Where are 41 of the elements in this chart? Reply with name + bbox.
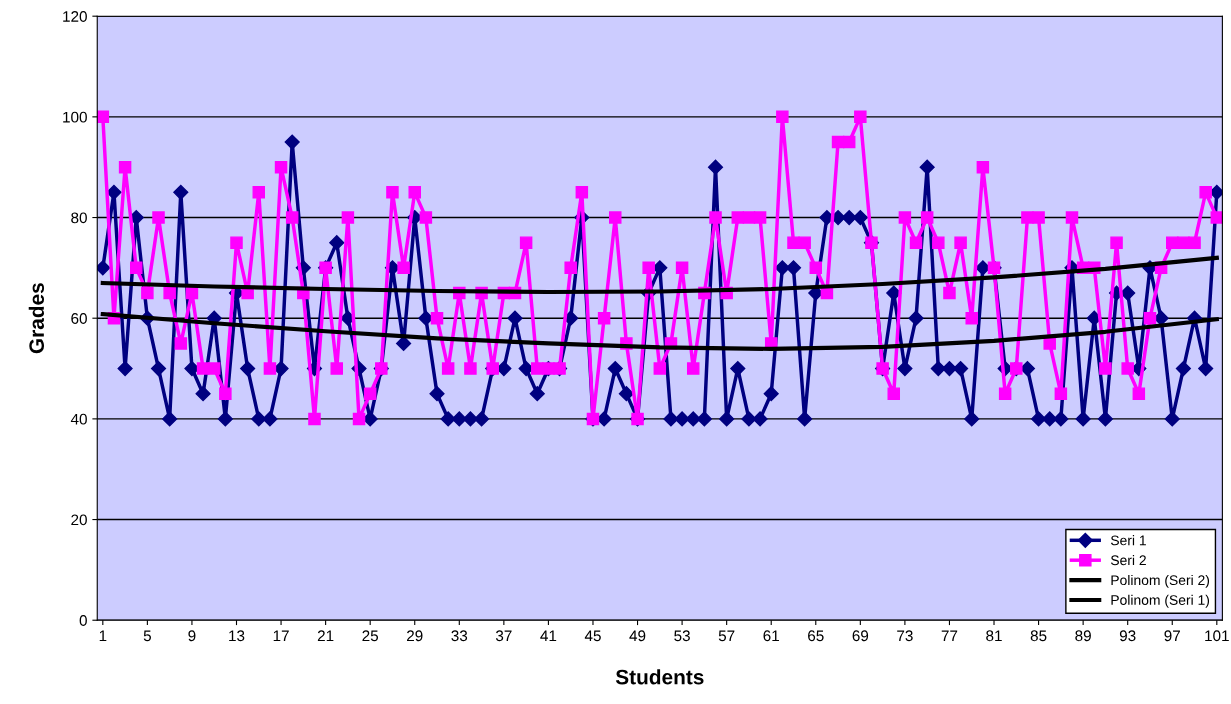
x-tick-label: 81: [986, 630, 1002, 642]
x-tick-label: 89: [1075, 630, 1091, 642]
x-tick-label: 9: [188, 630, 196, 642]
x-tick-label: 37: [495, 630, 512, 642]
legend-label: Polinom (Seri 1): [1111, 594, 1210, 608]
x-tick-label: 49: [629, 630, 646, 642]
x-tick-label: 97: [1164, 630, 1180, 642]
x-tick-label: 21: [317, 630, 334, 642]
x-tick-label: 17: [273, 630, 289, 642]
x-tick-label: 45: [584, 630, 601, 642]
legend-label: Polinom (Seri 2): [1111, 574, 1210, 588]
line-series: [100, 255, 1219, 295]
x-tick-label: 73: [897, 630, 913, 642]
x-tick-label: 53: [674, 630, 690, 642]
y-tick-label: 120: [63, 11, 87, 22]
x-tick-label: 29: [407, 630, 423, 642]
y-tick-label: 20: [71, 514, 87, 526]
x-tick-label: 57: [718, 630, 735, 642]
x-tick-label: 13: [229, 630, 245, 642]
x-tick-label: 1: [99, 630, 107, 642]
y-tick-label: 0: [79, 615, 87, 626]
x-tick-label: 85: [1030, 630, 1047, 642]
line-series: [100, 312, 1219, 351]
y-tick-label: 100: [63, 111, 87, 123]
x-tick-label: 33: [451, 630, 468, 642]
legend-label: Seri 1: [1110, 535, 1146, 546]
x-tick-label: 65: [808, 630, 824, 642]
y-tick-label: 60: [71, 313, 87, 324]
legend-label: Seri 2: [1110, 554, 1146, 566]
y-axis-title: Grades: [28, 283, 45, 354]
x-tick-label: 5: [143, 630, 151, 642]
y-tick-label: 80: [71, 212, 87, 224]
x-tick-label: 61: [763, 630, 779, 642]
x-tick-label: 93: [1119, 630, 1136, 642]
x-tick-label: 77: [941, 630, 958, 642]
x-tick-label: 25: [362, 630, 379, 642]
x-tick-label: 101: [1205, 630, 1229, 642]
x-tick-label: 41: [540, 630, 557, 642]
x-tick-label: 69: [852, 630, 869, 642]
x-axis-title: Students: [615, 669, 704, 685]
y-tick-label: 40: [70, 413, 87, 425]
